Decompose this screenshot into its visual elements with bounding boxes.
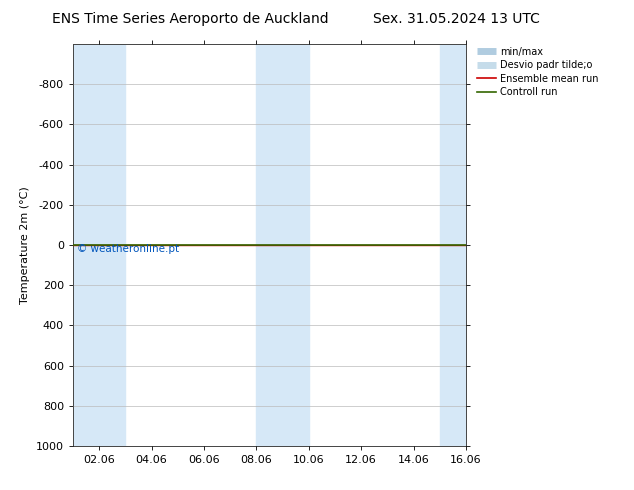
Bar — [440, 44, 466, 446]
Y-axis label: Temperature 2m (°C): Temperature 2m (°C) — [20, 186, 30, 304]
Text: © weatheronline.pt: © weatheronline.pt — [77, 244, 179, 254]
Text: Sex. 31.05.2024 13 UTC: Sex. 31.05.2024 13 UTC — [373, 12, 540, 26]
Legend: min/max, Desvio padr tilde;o, Ensemble mean run, Controll run: min/max, Desvio padr tilde;o, Ensemble m… — [475, 45, 600, 99]
Bar — [73, 44, 126, 446]
Bar — [256, 44, 309, 446]
Text: ENS Time Series Aeroporto de Auckland: ENS Time Series Aeroporto de Auckland — [52, 12, 328, 26]
